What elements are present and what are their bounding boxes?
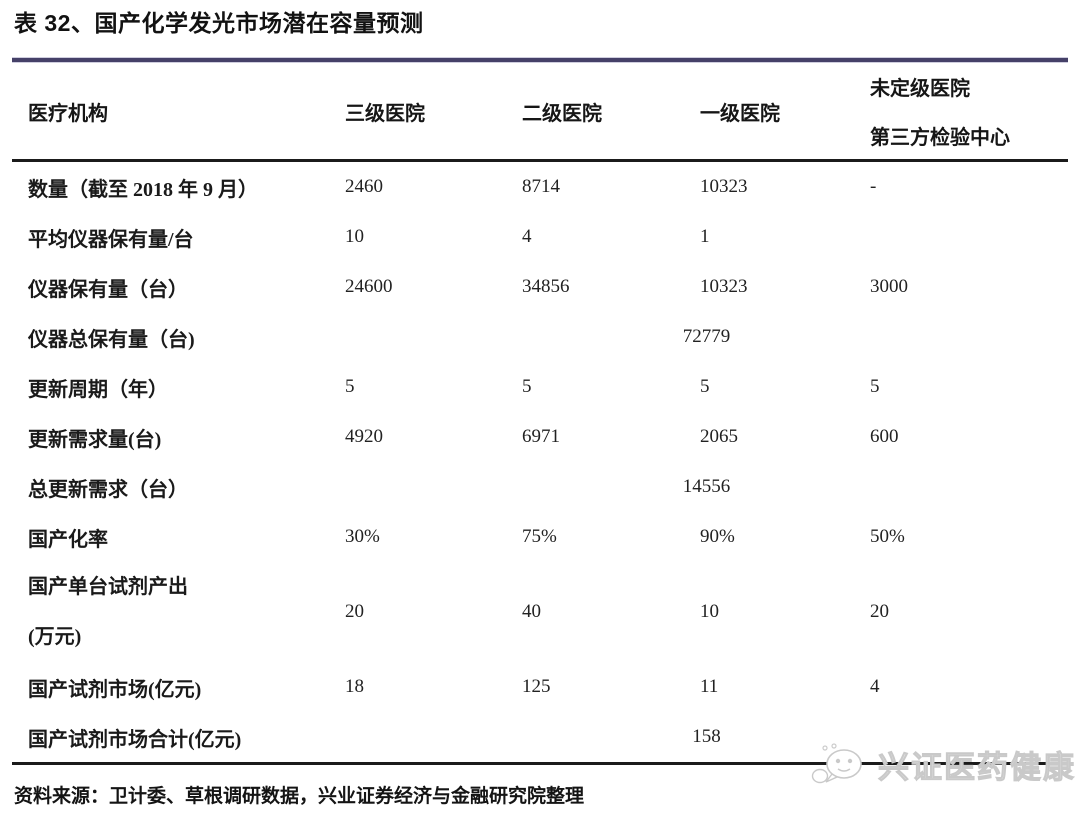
table-row: 仪器保有量（台） 24600 34856 10323 3000: [0, 262, 1080, 312]
cell-value: 18: [345, 676, 364, 697]
header-ungraded-thirdparty: 未定级医院 第三方检验中心: [870, 72, 1068, 150]
watermark: 兴证医药健康: [810, 740, 1076, 788]
header-tier1-hospital: 一级医院: [700, 102, 780, 125]
capacity-table: 医疗机构 三级医院 二级医院 一级医院 未定级医院 第三方检验中心 数量（截至 …: [0, 63, 1080, 765]
table-row: 国产化率 30% 75% 90% 50%: [0, 512, 1080, 562]
cell-value: 6971: [522, 426, 560, 447]
cell-value: 4920: [345, 426, 383, 447]
cell-value: 4: [870, 676, 880, 697]
table-bottom-rule: [12, 762, 1068, 765]
cell-value: 24600: [345, 276, 393, 297]
header-tier2-hospital: 二级医院: [522, 102, 602, 125]
header-bottom-rule: [12, 159, 1068, 162]
cell-value: 10: [345, 226, 364, 247]
row-label: 总更新需求（台）: [28, 478, 188, 501]
table-row: 数量（截至 2018 年 9 月） 2460 8714 10323 -: [0, 162, 1080, 212]
cell-value: 50%: [870, 526, 905, 547]
row-label: 仪器总保有量（台): [28, 328, 195, 351]
header-ungraded-line1: 未定级医院: [870, 78, 970, 100]
wechat-bubbles-icon: [811, 743, 862, 784]
row-label: 仪器保有量（台）: [28, 278, 188, 301]
cell-value: 1: [700, 226, 710, 247]
cell-value: 10: [700, 601, 719, 622]
table-row: 国产试剂市场合计(亿元) 158: [0, 712, 1080, 762]
cell-value: 2460: [345, 176, 383, 197]
table-row: 仪器总保有量（台) 72779: [0, 312, 1080, 362]
table-row: 国产单台试剂产出 (万元) 20 40 10 20: [0, 562, 1080, 662]
row-label: 国产化率: [28, 528, 108, 551]
row-label-line2: (万元): [28, 626, 82, 648]
table-row: 更新周期（年） 5 5 5 5: [0, 362, 1080, 412]
cell-value: 8714: [522, 176, 560, 197]
row-label: 国产试剂市场合计(亿元): [28, 728, 242, 751]
cell-value: 90%: [700, 526, 735, 547]
cell-value: 40: [522, 601, 541, 622]
table-row: 国产试剂市场(亿元) 18 125 11 4: [0, 662, 1080, 712]
cell-value: 20: [345, 601, 364, 622]
cell-value: 5: [345, 376, 355, 397]
header-tier3-hospital: 三级医院: [345, 102, 425, 125]
cell-value: 4: [522, 226, 532, 247]
row-label: 更新周期（年）: [28, 378, 168, 401]
cell-value: 30%: [345, 526, 380, 547]
cell-value: 5: [522, 376, 532, 397]
cell-value: 125: [522, 676, 551, 697]
table-row: 更新需求量(台) 4920 6971 2065 600: [0, 412, 1080, 462]
table-row: 总更新需求（台） 14556: [0, 462, 1080, 512]
row-label: 更新需求量(台): [28, 428, 162, 451]
cell-value: 600: [870, 426, 899, 447]
merged-total-value: 14556: [682, 476, 731, 497]
cell-value: -: [870, 176, 877, 197]
cell-value: 5: [870, 376, 880, 397]
table-header-row: 医疗机构 三级医院 二级医院 一级医院 未定级医院 第三方检验中心: [0, 63, 1080, 159]
cell-value: 2065: [700, 426, 738, 447]
watermark-text: 兴证医药健康: [878, 749, 1076, 785]
cell-value: 20: [870, 601, 889, 622]
table-title: 表 32、国产化学发光市场潜在容量预测: [14, 10, 424, 36]
merged-total-value: 158: [692, 726, 721, 747]
cell-value: 3000: [870, 276, 908, 297]
table-body: 数量（截至 2018 年 9 月） 2460 8714 10323 - 平均仪器保有量/台…: [0, 162, 1080, 762]
header-institution: 医疗机构: [28, 102, 108, 125]
table-row: 平均仪器保有量/台 10 4 1: [0, 212, 1080, 262]
row-label: 数量（截至 2018 年 9 月）: [28, 178, 258, 201]
row-label: 平均仪器保有量/台: [28, 228, 194, 251]
merged-total-value: 72779: [682, 326, 731, 347]
cell-value: 34856: [522, 276, 570, 297]
header-ungraded-line2: 第三方检验中心: [870, 127, 1010, 149]
row-label: 国产试剂市场(亿元): [28, 678, 202, 701]
cell-value: 5: [700, 376, 710, 397]
cell-value: 10323: [700, 176, 748, 197]
row-label: 国产单台试剂产出 (万元): [28, 562, 345, 662]
source-note: 资料来源：卫计委、草根调研数据，兴业证券经济与金融研究院整理: [14, 786, 585, 807]
cell-value: 11: [700, 676, 719, 697]
cell-value: 10323: [700, 276, 748, 297]
table-top-rule: [12, 57, 1068, 63]
cell-value: 75%: [522, 526, 557, 547]
